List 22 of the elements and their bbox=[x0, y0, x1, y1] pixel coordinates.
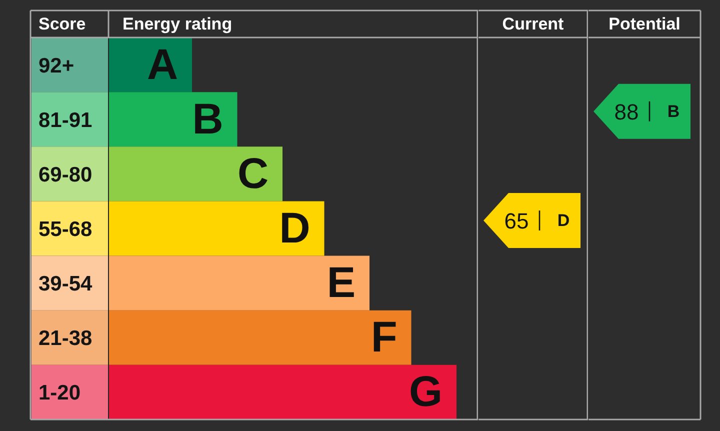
annotation: C bbox=[237, 150, 269, 198]
annotation: G bbox=[409, 368, 443, 416]
annotation: D bbox=[279, 204, 310, 252]
y-tick-label: 69-80 bbox=[38, 163, 92, 186]
x-axis-title: Energy rating bbox=[122, 14, 232, 34]
annotation: A bbox=[146, 40, 178, 89]
annotation: E bbox=[326, 259, 356, 308]
data-label: 88 bbox=[614, 99, 639, 124]
y-tick-label: 1-20 bbox=[38, 382, 81, 405]
y-tick-label: 81-91 bbox=[38, 108, 93, 132]
annotation: F bbox=[370, 314, 398, 362]
y-tick-label: 55-68 bbox=[38, 218, 93, 241]
y-tick-label: 92+ bbox=[38, 54, 74, 78]
y-tick-label: 21-38 bbox=[38, 327, 93, 350]
text: Current bbox=[502, 14, 564, 34]
text: Potential bbox=[608, 14, 680, 34]
text: D bbox=[557, 211, 570, 230]
data-label: 65 bbox=[504, 208, 529, 234]
text: B bbox=[667, 102, 680, 121]
annotation: B bbox=[192, 95, 224, 144]
y-axis-title: Score bbox=[38, 14, 86, 34]
y-tick-label: 39-54 bbox=[38, 272, 93, 296]
